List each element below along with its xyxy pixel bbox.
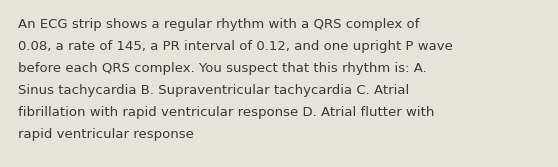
Text: 0.08, a rate of 145, a PR interval of 0.12, and one upright P wave: 0.08, a rate of 145, a PR interval of 0.… xyxy=(18,40,453,53)
Text: before each QRS complex. You suspect that this rhythm is: A.: before each QRS complex. You suspect tha… xyxy=(18,62,427,75)
Text: Sinus tachycardia B. Supraventricular tachycardia C. Atrial: Sinus tachycardia B. Supraventricular ta… xyxy=(18,84,409,97)
Text: fibrillation with rapid ventricular response D. Atrial flutter with: fibrillation with rapid ventricular resp… xyxy=(18,106,434,119)
Text: An ECG strip shows a regular rhythm with a QRS complex of: An ECG strip shows a regular rhythm with… xyxy=(18,18,420,31)
Text: rapid ventricular response: rapid ventricular response xyxy=(18,128,194,141)
